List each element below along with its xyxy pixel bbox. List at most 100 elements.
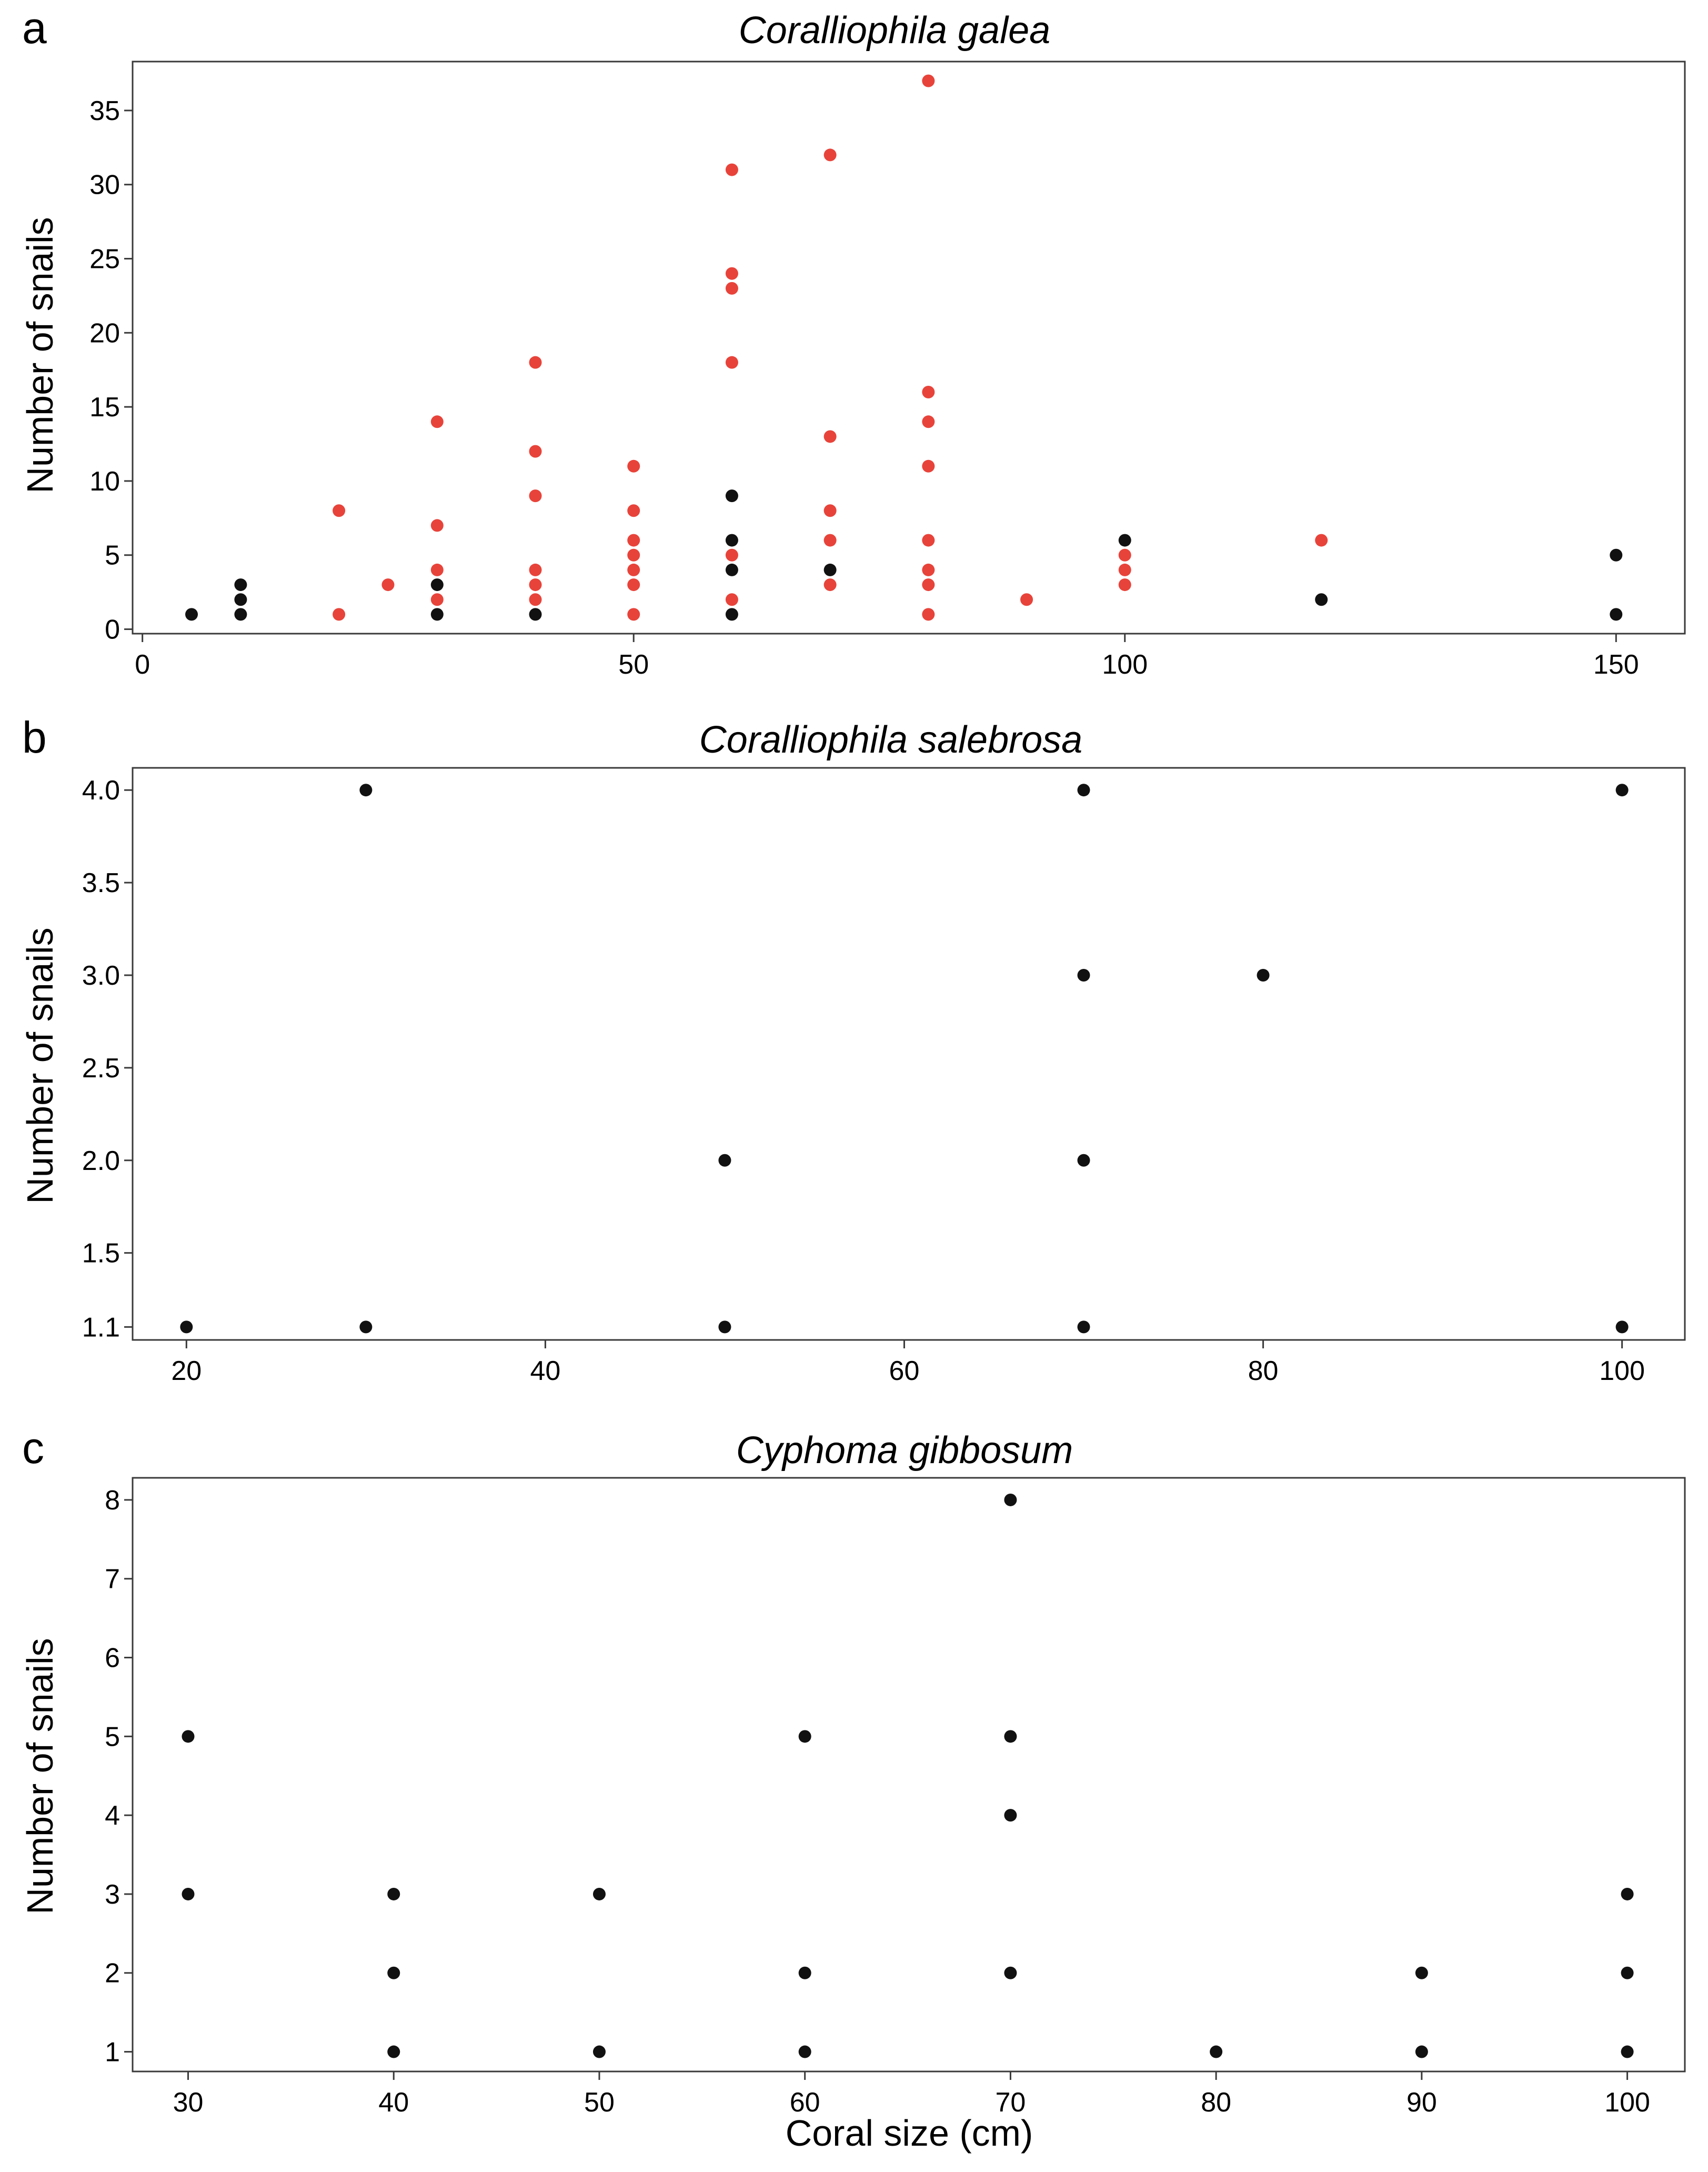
data-point-black [185,608,198,621]
data-point-red [725,267,738,280]
data-point-red [823,578,837,592]
data-point-black [1077,1320,1090,1334]
data-point-black [718,1154,731,1167]
x-tick-label: 80 [1248,1356,1279,1386]
data-point-black [387,1966,400,1979]
x-tick-label: 40 [530,1356,560,1386]
data-point-red [529,593,542,606]
x-tick-label: 150 [1593,649,1639,680]
y-tick-label: 15 [89,392,120,423]
x-tick-label: 60 [889,1356,920,1386]
panel-b-y-ticks: 1.1 1.5 2.0 2.5 3.0 3.5 4.0 [82,775,133,1343]
data-point-black [798,2045,811,2058]
x-tick-label: 0 [135,649,150,680]
data-point-red [627,504,640,517]
data-point-black [234,578,247,592]
data-point-red [627,548,640,562]
data-point-black [359,1320,373,1334]
data-point-black [725,489,738,503]
y-tick-label: 4.0 [82,775,120,806]
data-point-black [1621,1887,1634,1900]
y-tick-label: 3.0 [82,960,120,991]
data-point-black [1621,1966,1634,1979]
y-tick-label: 4 [105,1800,120,1831]
y-tick-label: 3 [105,1879,120,1910]
panel-c-points [182,1493,1634,2058]
y-tick-label: 1.1 [82,1312,120,1343]
data-point-black [1077,784,1090,797]
panel-a: a Coralliophila galea Number of snails 0… [19,3,1686,680]
data-point-red [430,593,444,606]
data-point-red [922,534,935,547]
data-point-black [725,608,738,621]
x-tick-label: 50 [618,649,649,680]
data-point-red [430,519,444,532]
x-tick-label: 100 [1102,649,1148,680]
x-tick-label: 100 [1599,1356,1645,1386]
data-point-black [529,608,542,621]
y-tick-label: 5 [105,1721,120,1752]
data-point-black [430,578,444,592]
panel-c: c Cyphoma gibbosum Number of snails Cora… [19,1423,1686,2154]
x-tick-label: 40 [378,2087,409,2118]
data-point-black [1004,1809,1017,1822]
x-tick-label: 90 [1406,2087,1437,2118]
data-point-black [1004,1730,1017,1743]
data-point-black [1004,1493,1017,1506]
data-point-black [234,608,247,621]
data-point-black [182,1887,195,1900]
data-point-red [725,282,738,295]
x-tick-label: 50 [584,2087,615,2118]
data-point-red [823,534,837,547]
data-point-red [627,563,640,576]
data-point-black [798,1966,811,1979]
panel-c-title: Cyphoma gibbosum [736,1429,1073,1472]
data-point-black [430,608,444,621]
data-point-black [718,1320,731,1334]
panel-b-y-axis-label: Number of snails [19,927,61,1204]
data-point-red [381,578,395,592]
y-tick-label: 1 [105,2037,120,2068]
y-tick-label: 2.5 [82,1053,120,1084]
data-point-black [234,593,247,606]
panel-c-y-ticks: 1 2 3 4 5 6 7 8 [105,1485,133,2068]
data-point-red [725,593,738,606]
y-tick-label: 5 [105,541,120,571]
data-point-red [1118,563,1131,576]
y-tick-label: 2.0 [82,1146,120,1176]
data-point-black [1615,1320,1629,1334]
panel-c-x-ticks: 30 40 50 60 70 80 90 100 [173,2071,1650,2118]
data-point-red [1118,548,1131,562]
data-point-red [823,148,837,162]
panel-b-plot-frame [132,767,1686,1341]
panel-a-title: Coralliophila galea [739,9,1050,52]
panel-b: b Coralliophila salebrosa Number of snai… [19,713,1686,1386]
data-point-red [430,415,444,428]
x-tick-label: 100 [1604,2087,1650,2118]
panel-c-plot-frame [132,1477,1686,2073]
data-point-red [922,415,935,428]
data-point-red [627,608,640,621]
data-point-black [180,1320,193,1334]
data-point-red [529,578,542,592]
y-tick-label: 7 [105,1564,120,1595]
panel-a-y-ticks: 0 5 10 15 20 25 30 35 [89,96,133,645]
data-point-black [1118,534,1131,547]
panel-a-x-ticks: 0 50 100 150 [135,634,1639,680]
data-point-black [592,2045,606,2058]
data-point-black [1257,968,1270,982]
data-point-black [182,1730,195,1743]
data-point-black [1004,1966,1017,1979]
data-point-black [1210,2045,1223,2058]
y-tick-label: 1.5 [82,1238,120,1269]
x-tick-label: 60 [790,2087,820,2118]
y-tick-label: 10 [89,466,120,497]
data-point-red [725,548,738,562]
data-point-black [387,1887,400,1900]
data-point-red [529,445,542,458]
data-point-red [529,356,542,369]
data-point-black [592,1887,606,1900]
data-point-red [922,563,935,576]
data-point-black [798,1730,811,1743]
